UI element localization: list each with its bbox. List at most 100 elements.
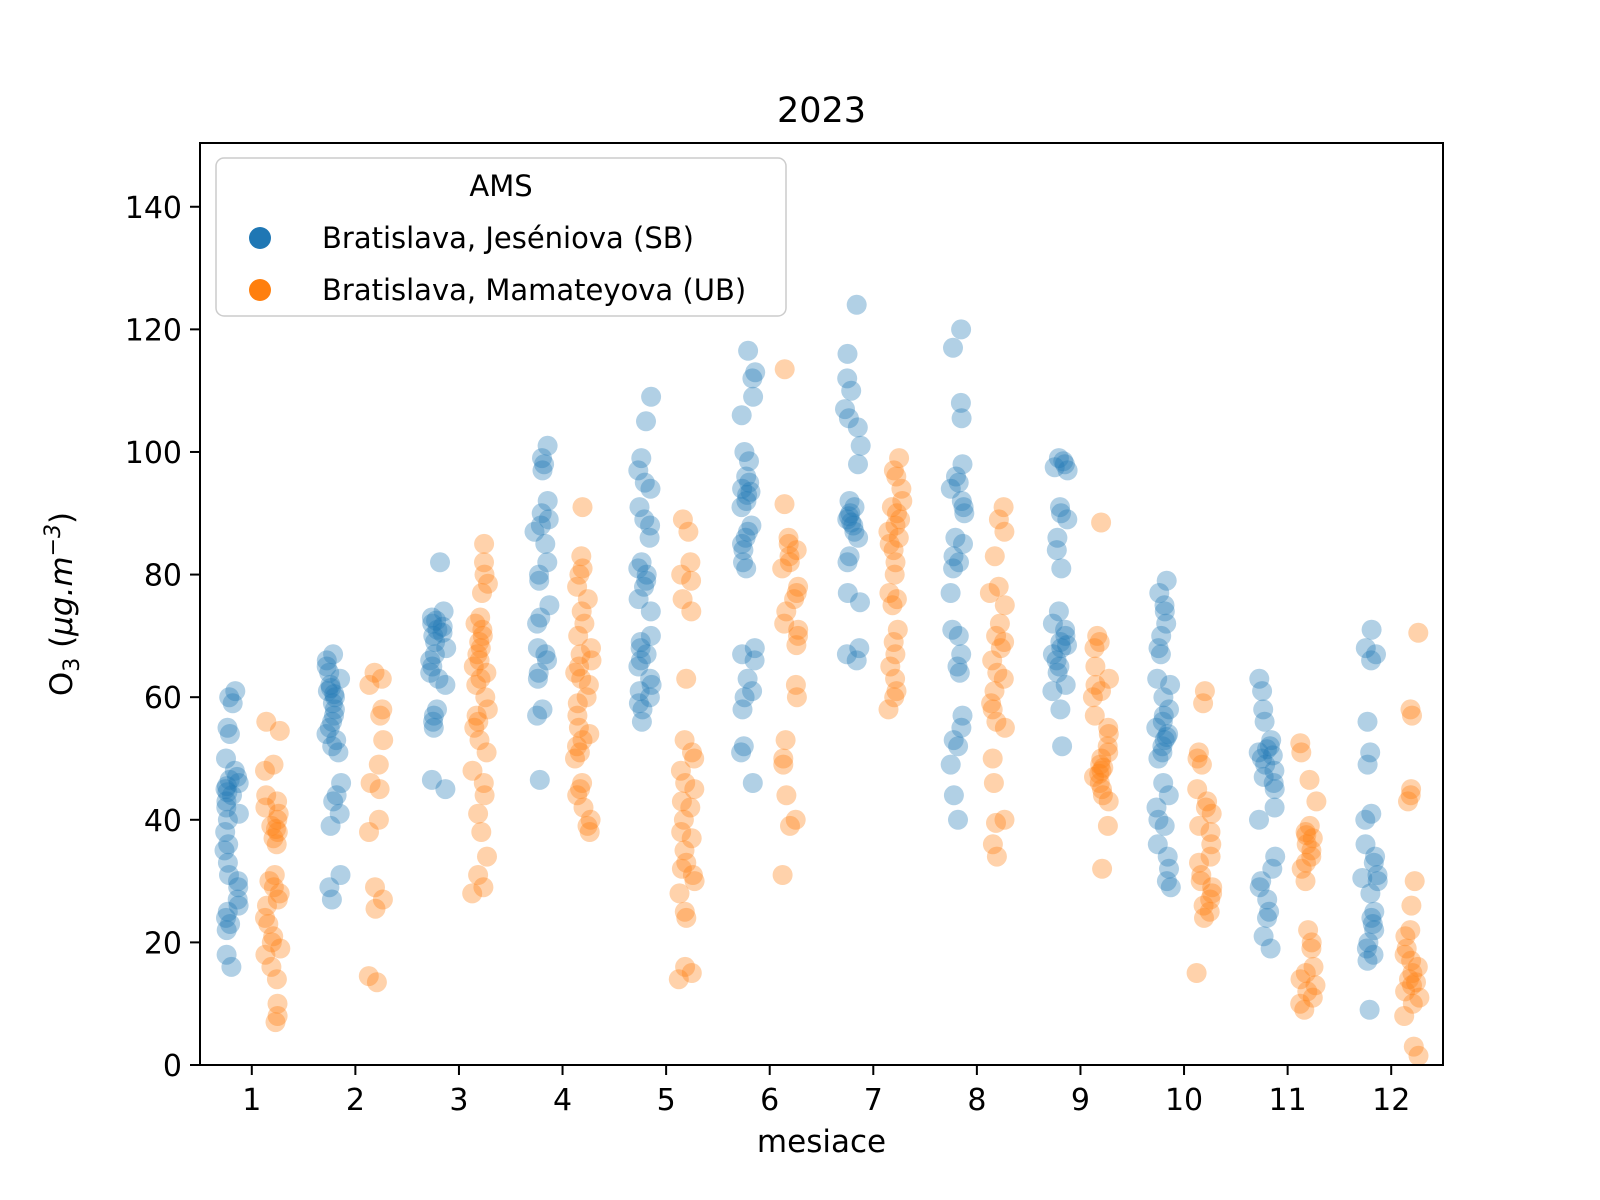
data-point: [883, 460, 904, 481]
data-point: [1087, 625, 1108, 646]
data-point: [671, 791, 692, 812]
data-points-layer: [214, 294, 1430, 1065]
data-point: [471, 822, 492, 842]
data-point: [1154, 730, 1175, 751]
data-point: [466, 705, 487, 726]
data-point: [1091, 748, 1112, 769]
data-point: [320, 678, 341, 698]
data-point: [676, 852, 697, 873]
data-point: [217, 901, 238, 922]
data-point: [887, 503, 907, 524]
data-point: [1199, 901, 1220, 922]
data-point: [732, 644, 753, 665]
y-tick-label: 80: [144, 559, 182, 594]
data-point: [1091, 760, 1112, 781]
data-point: [1057, 509, 1078, 530]
data-point: [263, 877, 284, 898]
data-point: [372, 699, 393, 720]
data-point: [1253, 766, 1274, 787]
data-point: [993, 668, 1014, 689]
data-point: [981, 693, 1002, 714]
data-point: [636, 644, 657, 665]
data-point: [1355, 638, 1376, 659]
data-point: [216, 776, 237, 797]
data-point: [837, 368, 858, 389]
data-point: [1091, 512, 1112, 533]
data-point: [740, 481, 761, 502]
data-point: [1158, 785, 1179, 806]
data-point: [1089, 773, 1110, 793]
data-point: [951, 644, 972, 665]
data-point: [846, 294, 867, 315]
data-point: [1364, 920, 1385, 941]
data-point: [567, 576, 588, 597]
data-point: [886, 681, 907, 702]
data-point: [423, 705, 444, 726]
data-point: [1296, 825, 1317, 846]
data-point: [786, 540, 807, 561]
data-point: [732, 699, 753, 720]
data-point: [788, 625, 808, 646]
data-point: [432, 616, 453, 637]
legend-marker-jeseniova: [249, 227, 271, 249]
data-point: [373, 730, 394, 751]
data-point: [472, 625, 493, 646]
data-point: [841, 380, 862, 401]
data-point: [217, 809, 238, 830]
data-point: [742, 681, 763, 702]
data-point: [467, 644, 488, 665]
data-point: [259, 871, 280, 892]
data-point: [1407, 956, 1428, 977]
data-point: [1049, 656, 1070, 677]
data-point: [1264, 760, 1285, 781]
x-tick-label: 3: [449, 1083, 468, 1118]
data-point: [571, 668, 592, 689]
data-point: [227, 766, 247, 787]
data-point: [228, 877, 249, 898]
data-point: [473, 773, 494, 793]
data-point: [567, 693, 588, 714]
data-point: [565, 748, 585, 769]
data-point: [421, 769, 442, 790]
data-point: [742, 773, 763, 793]
data-point: [474, 785, 495, 806]
data-point: [634, 576, 654, 597]
data-point: [427, 619, 448, 640]
data-point: [1090, 754, 1111, 775]
data-point: [427, 699, 447, 720]
data-point: [476, 742, 497, 763]
data-point: [1051, 503, 1071, 524]
data-point: [534, 454, 555, 475]
data-point: [984, 546, 1005, 567]
data-point: [316, 724, 337, 744]
data-point: [775, 730, 796, 751]
data-point: [671, 858, 692, 879]
data-point: [1186, 963, 1207, 983]
data-point: [1357, 711, 1378, 732]
data-point: [228, 895, 249, 916]
data-point: [950, 392, 971, 413]
plot-border: [199, 142, 1444, 1066]
data-point: [257, 895, 277, 916]
data-point: [528, 662, 549, 683]
data-point: [423, 625, 444, 646]
data-point: [1261, 730, 1282, 751]
data-point: [879, 533, 900, 554]
data-point: [1253, 699, 1274, 720]
series-mamateyova: [255, 359, 1430, 1065]
data-point: [1191, 754, 1212, 775]
data-point: [1361, 907, 1382, 928]
data-point: [219, 865, 239, 885]
data-point: [947, 656, 968, 677]
data-point: [221, 956, 242, 977]
data-point: [779, 546, 800, 567]
y-tick-label: 60: [144, 681, 182, 716]
data-point: [640, 668, 661, 689]
data-point: [1046, 650, 1067, 671]
data-point: [1402, 705, 1422, 726]
data-point: [323, 791, 344, 812]
data-point: [951, 319, 972, 340]
data-point: [1259, 736, 1280, 757]
data-point: [535, 644, 556, 665]
data-point: [732, 478, 753, 499]
